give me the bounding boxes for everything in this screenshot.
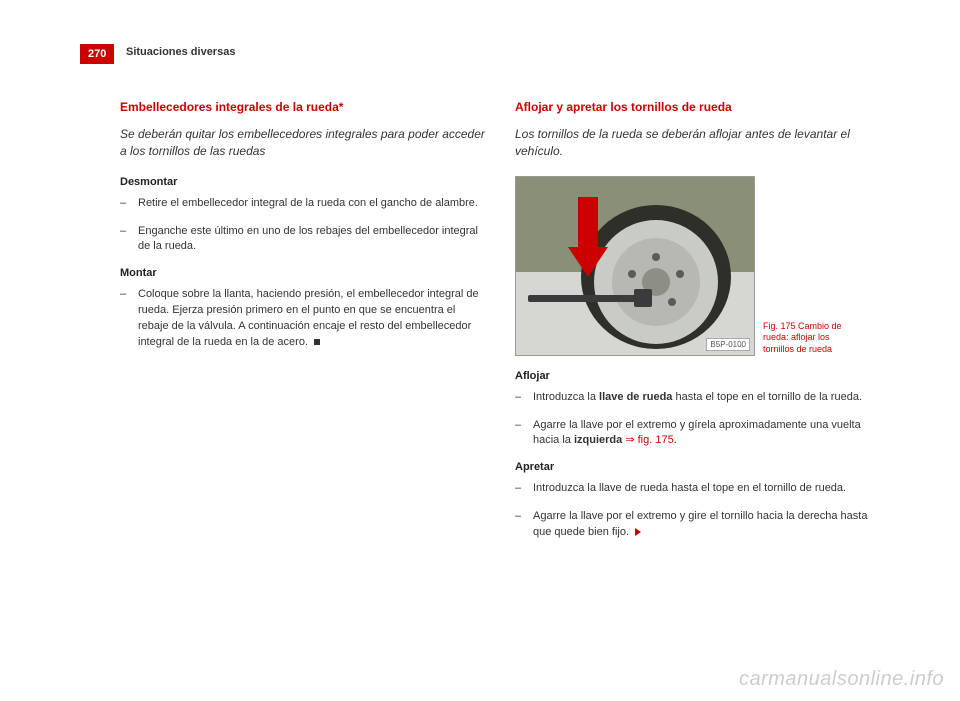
left-bullet-3-text: Coloque sobre la llanta, haciendo presió… — [138, 287, 485, 351]
right-bullet-4-text: Agarre la llave por el extremo y gire el… — [533, 509, 880, 541]
right-sub-apretar: Apretar — [515, 461, 880, 473]
dash-icon: – — [120, 287, 138, 351]
right-bullet-3-text: Introduzca la llave de rueda hasta el to… — [533, 481, 880, 497]
right-heading: Aflojar y apretar los tornillos de rueda — [515, 100, 880, 114]
figure-block: B5P-0100 Fig. 175 Cambio de rueda: afloj… — [515, 176, 880, 356]
figure-caption: Fig. 175 Cambio de rueda: aflojar los to… — [763, 321, 863, 356]
dash-icon: – — [515, 509, 533, 541]
right-bullet-3: – Introduzca la llave de rueda hasta el … — [515, 481, 880, 497]
dash-icon: – — [120, 196, 138, 212]
right-intro: Los tornillos de la rueda se deberán afl… — [515, 126, 880, 160]
continue-mark-icon — [635, 528, 641, 536]
chapter-title: Situaciones diversas — [126, 46, 235, 58]
wheel-wrench-illustration — [516, 177, 755, 356]
content-area: Embellecedores integrales de la rueda* S… — [120, 100, 880, 553]
dash-icon: – — [515, 390, 533, 406]
figure-id: B5P-0100 — [706, 338, 750, 351]
left-bullet-1-text: Retire el embellecedor integral de la ru… — [138, 196, 485, 212]
right-column: Aflojar y apretar los tornillos de rueda… — [515, 100, 880, 553]
right-bullet-1: – Introduzca la llave de rueda hasta el … — [515, 390, 880, 406]
end-mark-icon — [314, 339, 320, 345]
figure-175: B5P-0100 — [515, 176, 755, 356]
right-bullet-2: – Agarre la llave por el extremo y gírel… — [515, 418, 880, 450]
page-number-tab: 270 — [80, 44, 114, 64]
right-bullet-4: – Agarre la llave por el extremo y gire … — [515, 509, 880, 541]
left-intro: Se deberán quitar los embellecedores int… — [120, 126, 485, 160]
right-bullet-1-text: Introduzca la llave de rueda hasta el to… — [533, 390, 880, 406]
left-sub-desmontar: Desmontar — [120, 176, 485, 188]
dash-icon: – — [515, 481, 533, 497]
left-bullet-3: – Coloque sobre la llanta, haciendo pres… — [120, 287, 485, 351]
right-bullet-2-text: Agarre la llave por el extremo y gírela … — [533, 418, 880, 450]
left-bullet-2-text: Enganche este último en uno de los rebaj… — [138, 224, 485, 256]
dash-icon: – — [515, 418, 533, 450]
right-sub-aflojar: Aflojar — [515, 370, 880, 382]
left-bullet-2: – Enganche este último en uno de los reb… — [120, 224, 485, 256]
left-column: Embellecedores integrales de la rueda* S… — [120, 100, 485, 553]
dash-icon: – — [120, 224, 138, 256]
left-bullet-1: – Retire el embellecedor integral de la … — [120, 196, 485, 212]
left-sub-montar: Montar — [120, 267, 485, 279]
watermark: carmanualsonline.info — [739, 668, 944, 691]
left-heading: Embellecedores integrales de la rueda* — [120, 100, 485, 114]
